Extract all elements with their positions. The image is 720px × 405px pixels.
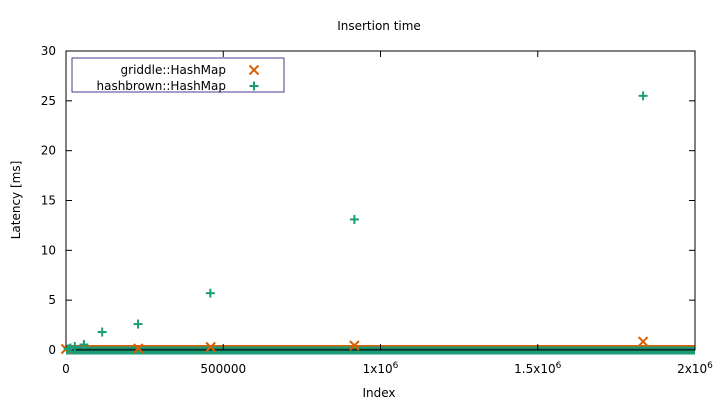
- legend-entry-label: griddle::HashMap: [121, 63, 226, 77]
- data-point-hashbrown: [133, 319, 143, 329]
- y-tick-label: 30: [41, 44, 56, 58]
- y-tick-label: 15: [41, 194, 56, 208]
- data-point-hashbrown: [638, 91, 648, 101]
- y-tick-label: 5: [48, 293, 56, 307]
- data-point-griddle: [637, 336, 649, 347]
- x-tick-label: 2x106: [677, 361, 713, 376]
- x-tick-label: 0: [62, 362, 70, 376]
- x-axis-label: Index: [362, 386, 395, 400]
- y-tick-label: 0: [48, 343, 56, 357]
- y-axis-label: Latency [ms]: [9, 161, 23, 240]
- data-point-hashbrown: [97, 327, 107, 337]
- data-point-hashbrown: [349, 214, 359, 224]
- data-point-hashbrown: [79, 340, 89, 350]
- legend-marker: [248, 64, 260, 76]
- data-point-griddle: [205, 341, 216, 353]
- data-point-hashbrown: [65, 343, 75, 353]
- y-tick-label: 10: [41, 243, 56, 257]
- y-tick-label: 20: [41, 144, 56, 158]
- y-tick-label: 25: [41, 94, 56, 108]
- x-tick-label: 1.5x106: [514, 361, 561, 376]
- data-point-griddle: [133, 343, 144, 354]
- legend-box: [71, 57, 285, 93]
- data-point-griddle: [349, 340, 360, 351]
- x-tick-label: 1x106: [363, 361, 399, 376]
- chart-title: Insertion time: [337, 19, 421, 33]
- data-point-hashbrown: [70, 342, 80, 352]
- legend-marker: [249, 81, 259, 91]
- legend-entry-label: hashbrown::HashMap: [96, 79, 226, 93]
- plot-frame: [65, 50, 696, 351]
- data-point-hashbrown: [205, 288, 215, 298]
- x-tick-label: 500000: [200, 362, 246, 376]
